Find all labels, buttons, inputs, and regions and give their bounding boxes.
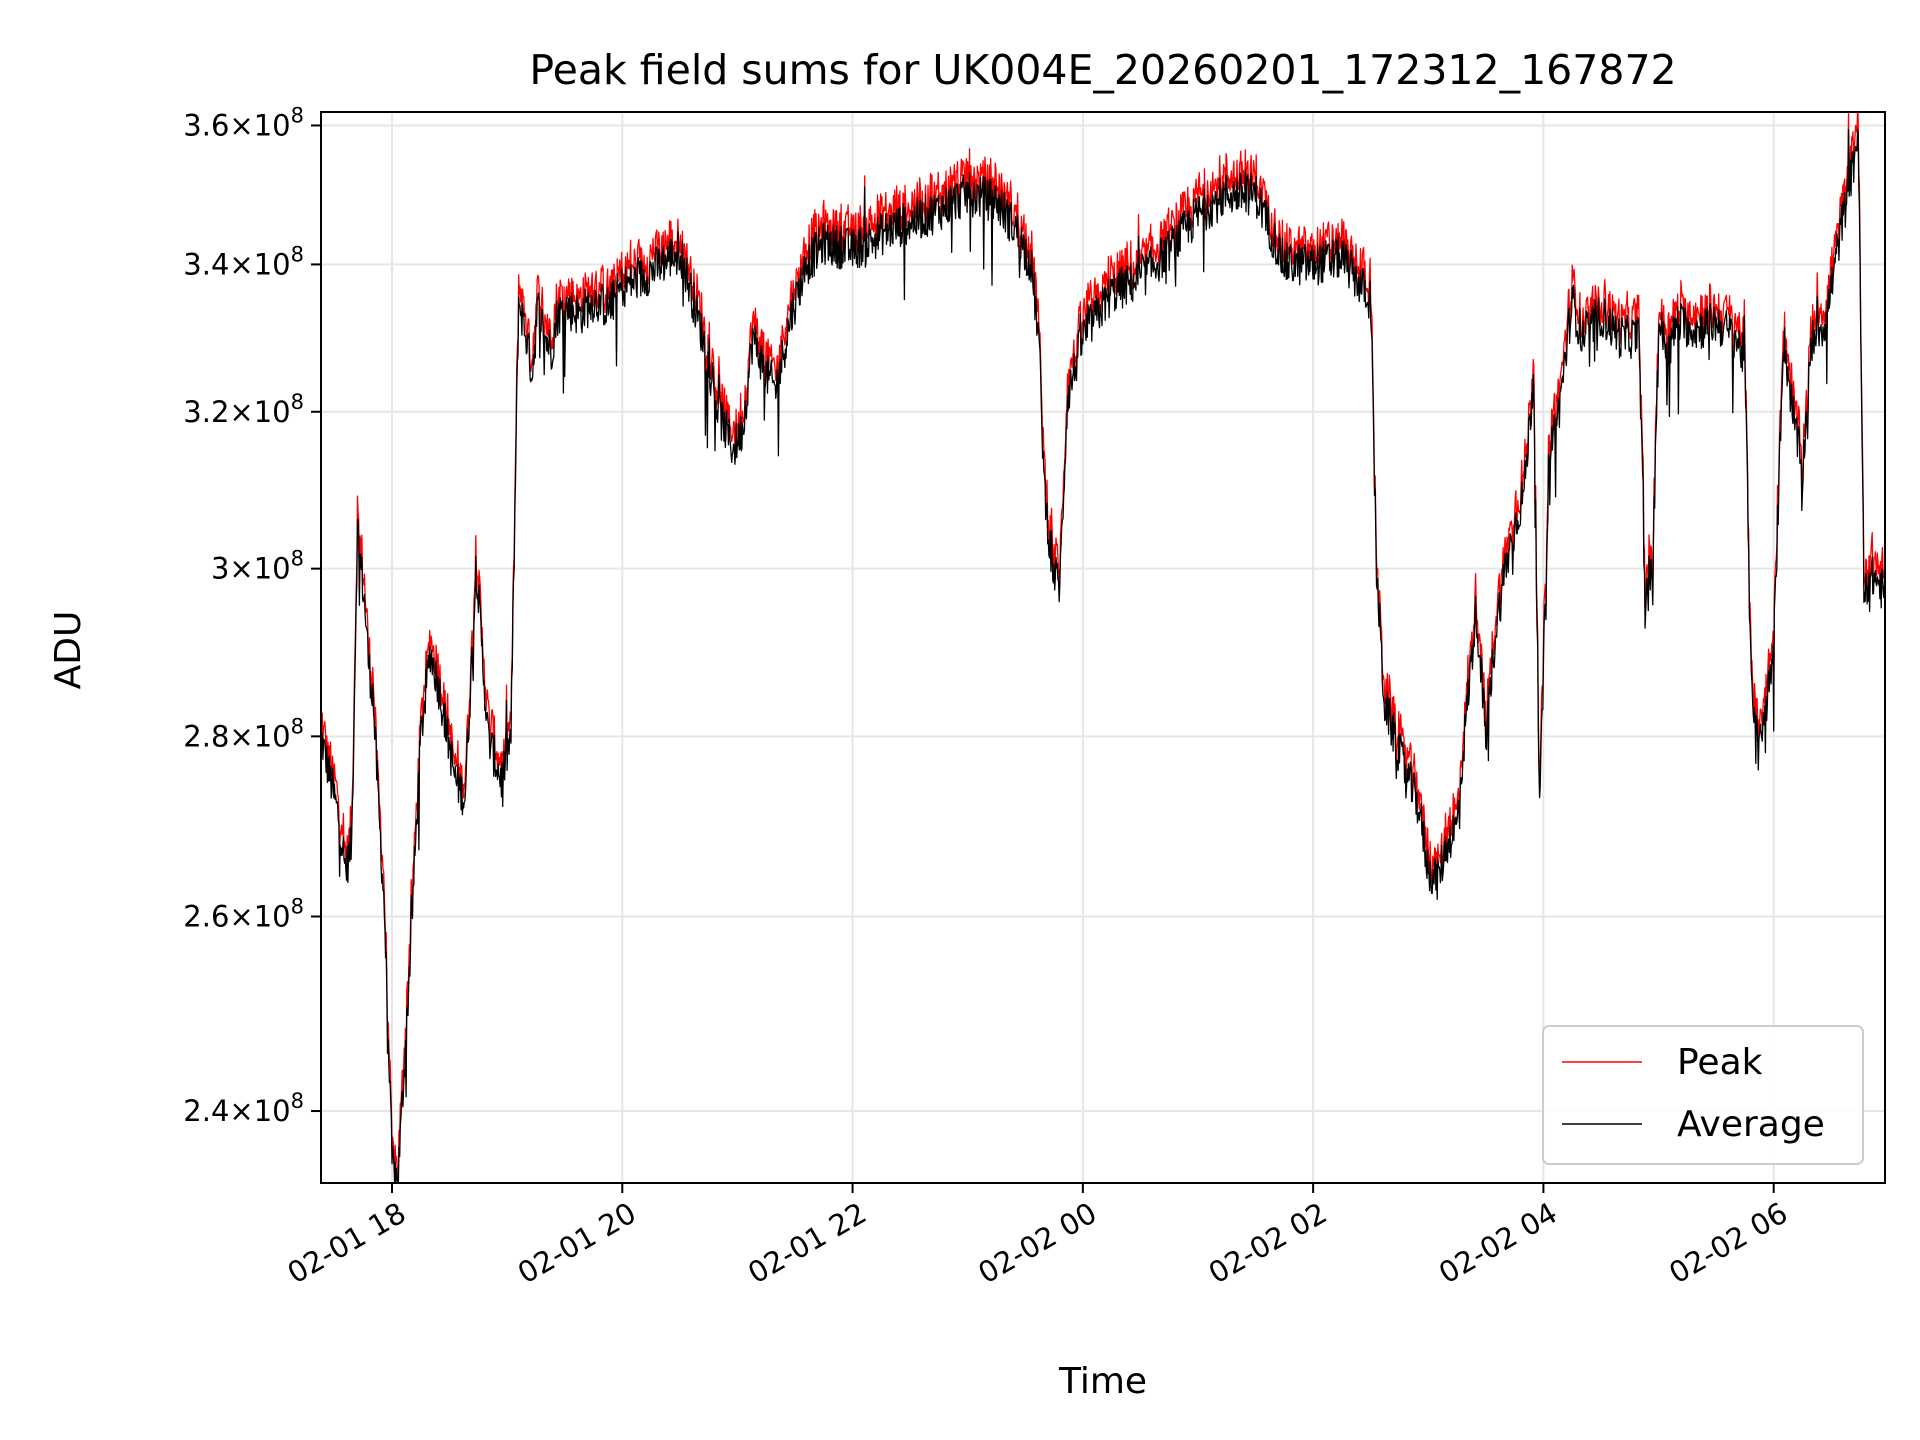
y-tick-label: 3.2×108 <box>183 390 304 429</box>
legend-label-peak: Peak <box>1677 1042 1763 1083</box>
x-axis: 02-01 18 02-01 20 02-01 22 02-02 00 02-02 02… <box>282 1183 1793 1291</box>
x-tick-label: 02-02 00 <box>972 1196 1102 1291</box>
y-tick-label: 2.8×108 <box>183 714 304 753</box>
y-axis: 2.4×108 2.6×108 2.8×108 3×108 3.2×108 3.4×108… <box>183 103 321 1128</box>
x-axis-label: Time <box>1058 1361 1147 1402</box>
x-tick-label: 02-01 20 <box>512 1196 642 1291</box>
y-tick-label: 2.4×108 <box>183 1089 304 1128</box>
x-tick-label: 02-02 02 <box>1203 1196 1333 1291</box>
x-tick-label: 02-01 18 <box>282 1196 412 1291</box>
y-tick-label: 2.6×108 <box>183 894 304 933</box>
x-tick-label: 02-02 06 <box>1663 1196 1793 1291</box>
grid <box>321 112 1885 1183</box>
legend-box <box>1542 1025 1864 1165</box>
series-line-peak <box>320 112 1886 1183</box>
series-line-average <box>320 128 1886 1183</box>
y-tick-label: 3.6×108 <box>183 103 304 142</box>
chart-title: Peak field sums for UK004E_20260201_1723… <box>529 46 1676 94</box>
x-tick-label: 02-02 04 <box>1433 1196 1563 1291</box>
x-tick-label: 02-01 22 <box>742 1196 872 1291</box>
y-tick-label: 3×108 <box>211 547 304 586</box>
plot-frame <box>320 111 1886 1184</box>
plot-lines <box>320 112 1886 1183</box>
y-axis-label: ADU <box>48 611 89 690</box>
y-tick-label: 3.4×108 <box>183 242 304 281</box>
legend-label-average: Average <box>1677 1104 1825 1145</box>
legend: Peak Average <box>1542 1025 1864 1165</box>
